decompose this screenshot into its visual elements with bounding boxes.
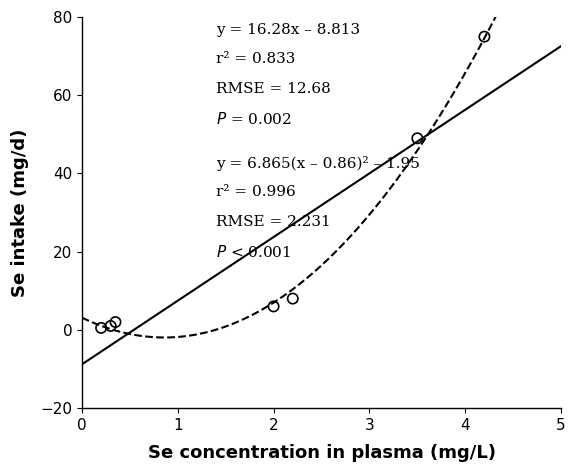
Text: $\it{P}$ < 0.001: $\it{P}$ < 0.001 bbox=[216, 244, 291, 260]
Point bbox=[96, 324, 106, 332]
Text: r² = 0.996: r² = 0.996 bbox=[216, 185, 296, 199]
Point bbox=[480, 33, 489, 41]
Point bbox=[413, 134, 422, 142]
Text: y = 6.865(x – 0.86)² – 1.95: y = 6.865(x – 0.86)² – 1.95 bbox=[216, 156, 420, 171]
Y-axis label: Se intake (mg/d): Se intake (mg/d) bbox=[11, 128, 29, 297]
Text: RMSE = 2.231: RMSE = 2.231 bbox=[216, 215, 331, 228]
Text: r² = 0.833: r² = 0.833 bbox=[216, 53, 295, 66]
Point bbox=[106, 322, 115, 330]
Text: RMSE = 12.68: RMSE = 12.68 bbox=[216, 82, 331, 96]
X-axis label: Se concentration in plasma (mg/L): Se concentration in plasma (mg/L) bbox=[148, 444, 496, 462]
Point bbox=[288, 295, 297, 302]
Text: $\it{P}$ = 0.002: $\it{P}$ = 0.002 bbox=[216, 111, 292, 127]
Point bbox=[111, 318, 120, 326]
Point bbox=[269, 303, 278, 310]
Text: y = 16.28x – 8.813: y = 16.28x – 8.813 bbox=[216, 23, 360, 37]
